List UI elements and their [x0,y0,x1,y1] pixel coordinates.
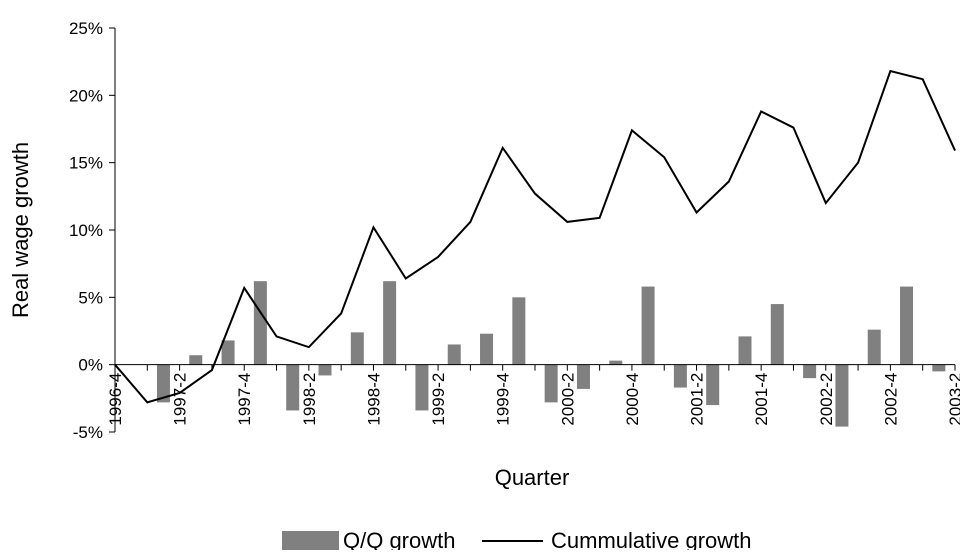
bar-2002-4 [900,286,914,365]
bar-2003-1 [932,364,946,372]
x-tick-label: 2002-2 [817,373,836,426]
x-tick-label: 2001-2 [688,373,707,426]
legend-label-cummulative-growth: Cummulative growth [551,528,752,550]
legend: Q/Q growth Cummulative growth [282,528,752,553]
bar-1997-2 [189,355,203,365]
x-tick-label: 2002-4 [881,373,900,426]
bars-layer [156,281,946,427]
bar-1997-4 [253,281,267,365]
bar-1999-2 [447,344,461,365]
legend-swatch-qq-growth [282,531,339,550]
x-tick-label: 1999-4 [494,373,513,426]
bar-2000-2 [576,364,590,389]
bar-2002-1 [803,364,817,379]
bar-1997-3 [221,340,235,365]
bar-2002-2 [835,364,849,427]
legend-label-qq-growth: Q/Q growth [343,528,455,550]
y-tick-label: 15% [69,154,103,173]
y-tick-label: 20% [69,86,103,105]
bar-1998-4 [383,281,397,365]
x-tick-label: 1997-4 [235,373,254,426]
bar-1999-1 [415,364,429,411]
bar-1997-1 [156,364,170,403]
x-tick-label: 2000-4 [623,373,642,426]
line-layer [114,69,956,404]
y-tick-label: 25% [69,19,103,38]
x-tick-label: 1996-4 [106,373,125,426]
bar-2002-3 [867,329,881,365]
y-tick-label: 0% [78,356,103,375]
bar-1998-3 [350,332,364,365]
x-tick-label: 2001-4 [752,373,771,426]
y-axis-title: Real wage growth [8,142,33,318]
y-tick-label: 5% [78,288,103,307]
x-tick-label: 2003-2 [946,373,960,426]
bar-2000-4 [641,286,655,365]
y-tick-label: -5% [73,423,103,442]
bar-2001-4 [770,304,784,365]
bar-2000-3 [609,360,623,365]
x-tick-label: 2000-2 [558,373,577,426]
x-tick-label: 1999-2 [429,373,448,426]
bar-1998-2 [318,364,332,376]
bar-1999-3 [480,333,494,365]
x-tick-label: 1998-4 [364,373,383,426]
x-tick-labels: 1996-4 1997-2 1997-4 1998-2 1998-4 1999-2 1999… [106,373,960,426]
bar-1998-1 [286,364,300,411]
bar-2001-3 [738,336,752,365]
cummulative-growth-line [114,69,956,404]
y-tick-label: 10% [69,221,103,240]
bar-2001-1 [673,364,687,388]
x-tick-label: 1997-2 [171,373,190,426]
bar-2001-2 [706,364,720,406]
x-tick-label: 1998-2 [300,373,319,426]
bar-2000-1 [544,364,558,403]
bar-1999-4 [512,297,526,365]
axes-layer: -5% 0% 5% 10% 15% 20% 25% [69,19,956,442]
x-axis-title: Quarter [495,465,570,490]
